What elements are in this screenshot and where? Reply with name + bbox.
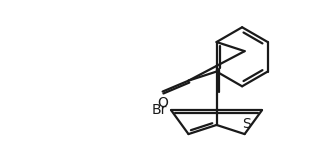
Text: O: O — [157, 96, 168, 110]
Text: Br: Br — [151, 103, 167, 117]
Text: S: S — [242, 117, 250, 131]
